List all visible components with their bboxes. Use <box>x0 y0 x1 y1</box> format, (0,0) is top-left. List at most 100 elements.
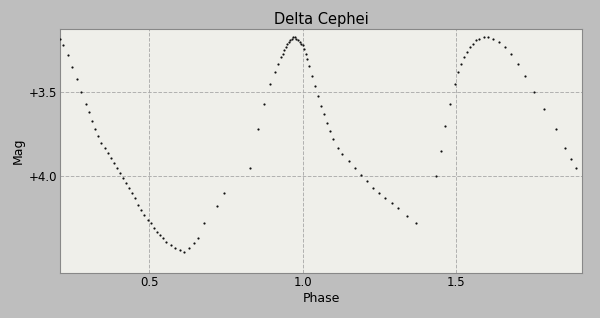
Point <box>322 120 332 125</box>
Point <box>368 185 378 190</box>
Point <box>276 55 286 60</box>
Point <box>149 226 158 231</box>
Point <box>301 51 310 56</box>
Point <box>350 165 359 170</box>
Point <box>184 246 194 251</box>
Point <box>436 149 446 154</box>
Point <box>393 205 403 211</box>
Point <box>292 36 301 41</box>
Point <box>170 246 180 251</box>
Point <box>189 241 199 246</box>
Point <box>152 229 161 234</box>
Point <box>479 34 488 39</box>
Point <box>112 165 122 170</box>
Point <box>387 200 397 205</box>
Point <box>338 152 347 157</box>
Point <box>506 51 516 56</box>
Point <box>500 45 510 50</box>
Point <box>77 90 86 95</box>
Point <box>283 41 292 46</box>
Point <box>380 196 390 201</box>
Point <box>103 150 112 155</box>
Point <box>81 101 91 107</box>
Point <box>459 55 469 60</box>
Point <box>293 38 303 43</box>
Point <box>161 239 171 244</box>
Point <box>270 70 280 75</box>
Point <box>100 145 109 150</box>
Y-axis label: Mag: Mag <box>11 138 25 164</box>
Point <box>471 38 481 43</box>
Point <box>278 51 287 56</box>
Point <box>468 41 478 46</box>
Point <box>58 43 68 48</box>
Point <box>130 196 140 201</box>
Point <box>313 93 323 98</box>
Point <box>109 160 119 165</box>
Point <box>91 127 100 132</box>
Point <box>307 73 317 78</box>
Point <box>440 123 450 128</box>
Point <box>175 247 185 252</box>
Point <box>453 70 463 75</box>
Point <box>94 134 103 139</box>
Point <box>106 155 115 160</box>
Point <box>220 190 229 196</box>
Point <box>287 36 296 41</box>
Point <box>72 76 82 81</box>
Point <box>456 61 466 66</box>
Point <box>200 221 209 226</box>
Point <box>488 36 498 41</box>
Point <box>494 39 504 45</box>
Point <box>146 221 155 226</box>
Point <box>333 145 343 150</box>
Point <box>513 61 523 66</box>
Point <box>140 212 149 217</box>
Point <box>374 190 384 196</box>
Point <box>530 90 539 95</box>
Point <box>402 214 412 219</box>
Point <box>344 159 353 164</box>
Point <box>571 165 581 170</box>
Point <box>97 140 106 145</box>
Point <box>412 221 421 226</box>
Point <box>134 202 143 207</box>
Point <box>143 217 152 222</box>
Point <box>284 39 293 45</box>
Point <box>286 38 295 43</box>
Point <box>155 232 164 238</box>
Point <box>179 249 189 254</box>
Point <box>356 172 366 177</box>
Point <box>328 137 338 142</box>
Point <box>462 50 472 55</box>
Point <box>316 103 326 108</box>
Point <box>55 36 65 41</box>
Point <box>115 170 125 176</box>
Point <box>281 45 290 50</box>
Point <box>450 81 460 86</box>
Point <box>302 56 312 61</box>
Point <box>551 127 560 132</box>
Point <box>310 83 320 88</box>
Point <box>253 127 263 132</box>
Point <box>445 101 455 107</box>
Point <box>273 61 283 66</box>
Point <box>124 185 134 190</box>
Point <box>245 165 255 170</box>
Point <box>63 53 73 58</box>
Point <box>88 118 97 123</box>
Point <box>362 179 372 184</box>
Point <box>539 107 548 112</box>
Point <box>295 39 304 45</box>
X-axis label: Phase: Phase <box>302 292 340 305</box>
Point <box>566 157 576 162</box>
Point <box>325 128 335 134</box>
Point <box>475 36 484 41</box>
Point <box>259 101 269 107</box>
Point <box>266 81 275 86</box>
Point <box>520 73 530 78</box>
Point <box>296 41 306 46</box>
Point <box>137 207 146 212</box>
Point <box>304 63 314 68</box>
Point <box>290 34 300 39</box>
